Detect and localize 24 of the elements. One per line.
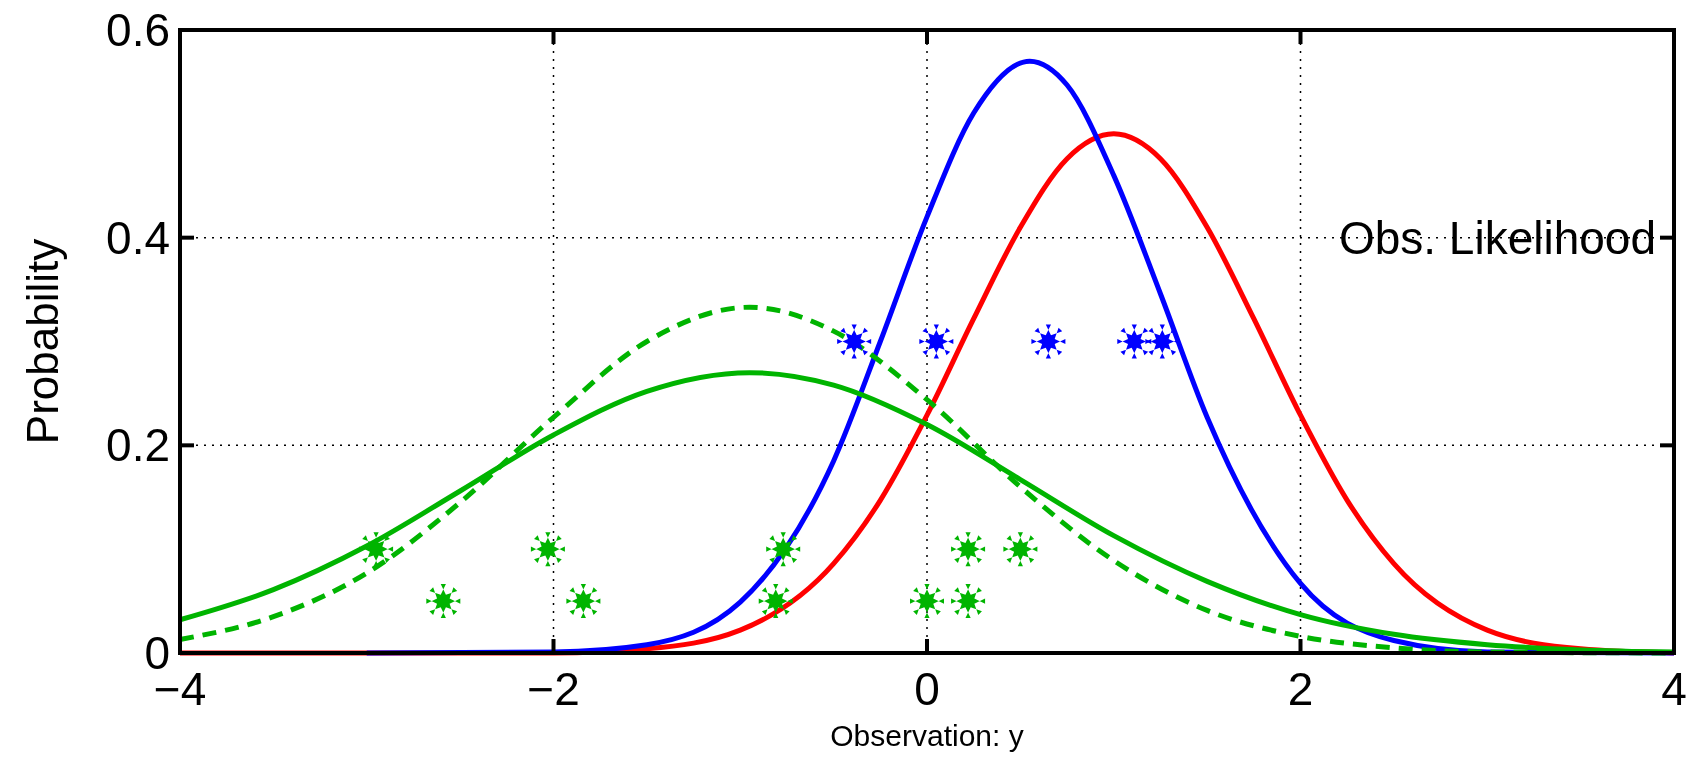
point: [766, 532, 801, 567]
point: [951, 532, 986, 567]
point: [566, 584, 601, 619]
point: [951, 584, 986, 619]
point: [919, 324, 954, 359]
x-tick-label: 2: [1287, 663, 1314, 715]
x-tick-label: 0: [914, 663, 940, 715]
point: [758, 584, 793, 619]
annotation: Obs. Likelihood: [1338, 211, 1656, 264]
point: [426, 584, 461, 619]
y-tick-label: 0.4: [106, 211, 170, 264]
point: [1003, 532, 1038, 567]
y-axis-title: Probability: [18, 238, 67, 445]
x-tick-label: −2: [527, 663, 580, 715]
point: [1117, 324, 1152, 359]
point: [530, 532, 565, 567]
point: [1031, 324, 1066, 359]
x-axis-title: Observation: y: [830, 719, 1024, 752]
point: [910, 584, 944, 619]
y-tick-label: 0.6: [106, 4, 170, 57]
y-tick-label: 0.2: [106, 419, 170, 472]
x-tick-label: 4: [1661, 663, 1687, 715]
point: [359, 532, 394, 567]
point: [837, 324, 872, 359]
